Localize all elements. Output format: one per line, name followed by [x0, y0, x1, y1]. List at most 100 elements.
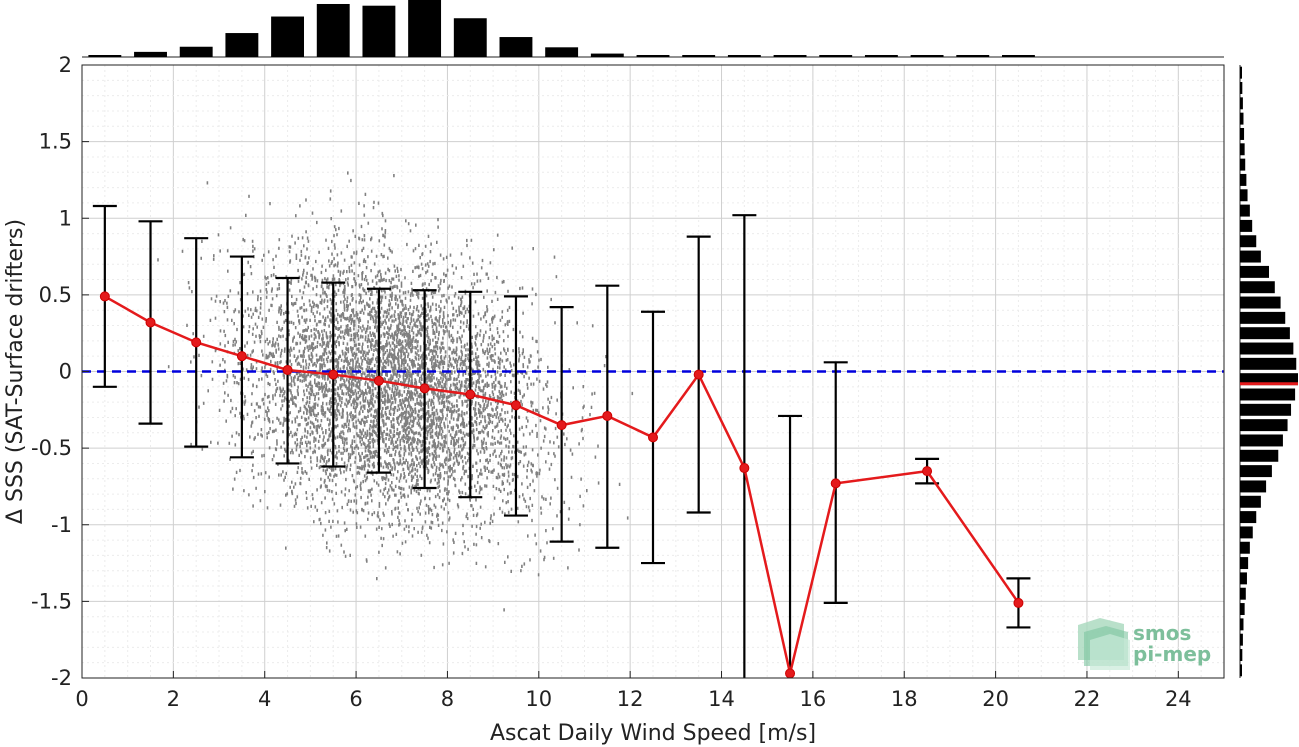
top-histogram-bar	[636, 55, 670, 57]
y-tick-label: -0.5	[31, 436, 72, 460]
y-tick-label: 1.5	[39, 130, 72, 154]
right-histogram-bar	[1240, 219, 1253, 232]
mean-point	[282, 364, 293, 375]
right-histogram-bar	[1240, 541, 1250, 554]
top-histogram-bar	[316, 3, 350, 57]
right-histogram-bar	[1240, 204, 1250, 217]
right-histogram-bar	[1240, 97, 1243, 110]
right-histogram	[1239, 65, 1298, 678]
mean-point	[191, 337, 202, 348]
right-histogram-bar	[1240, 557, 1249, 570]
mean-point	[145, 317, 156, 328]
x-tick-label: 24	[1165, 687, 1192, 711]
mean-point	[465, 389, 476, 400]
right-histogram-bar	[1240, 235, 1257, 248]
right-histogram-bar	[1240, 296, 1281, 309]
right-histogram-bar	[1240, 649, 1243, 661]
right-histogram-bar	[1240, 664, 1242, 677]
right-histogram-bar	[1240, 526, 1253, 539]
smos-pimep-logo: smos pi-mep	[1078, 618, 1211, 670]
top-histogram-bar	[453, 18, 487, 58]
x-tick-label: 14	[708, 687, 735, 711]
top-histogram-bar	[1001, 55, 1035, 57]
right-histogram-bar	[1240, 449, 1279, 462]
mean-bias-points	[99, 291, 1024, 679]
right-histogram-bar	[1240, 143, 1245, 156]
top-histogram-bar	[545, 47, 579, 57]
mean-point	[419, 383, 430, 394]
right-histogram-bar	[1240, 173, 1247, 186]
mean-point	[510, 400, 521, 411]
right-histogram-bar	[1240, 250, 1261, 263]
top-histogram-bar	[727, 55, 761, 57]
mean-point	[556, 420, 567, 431]
right-histogram-bar	[1240, 311, 1286, 324]
y-tick-label: 0.5	[39, 283, 72, 307]
y-axis-ticks: -2 -1.5 -1 -0.5 0 0.5 1 1.5 2	[31, 53, 89, 690]
y-tick-label: -1	[51, 513, 72, 537]
x-tick-label: 12	[617, 687, 644, 711]
x-tick-label: 16	[800, 687, 827, 711]
right-histogram-bar	[1240, 112, 1244, 125]
top-histogram-bar	[179, 46, 213, 57]
top-histogram-bar	[682, 55, 716, 57]
x-tick-label: 8	[441, 687, 454, 711]
top-histogram-bar	[819, 55, 853, 57]
right-histogram-bar	[1240, 189, 1248, 202]
right-histogram-bar	[1240, 511, 1257, 524]
right-histogram-bar	[1240, 327, 1290, 340]
right-histogram-bar	[1240, 357, 1297, 370]
top-histogram-bar	[499, 37, 533, 57]
top-histogram-bar	[408, 0, 442, 57]
scatter-cloud	[157, 171, 634, 612]
y-tick-label: -1.5	[31, 589, 72, 613]
right-histogram-bar	[1240, 373, 1298, 386]
mean-point	[785, 668, 796, 679]
y-tick-label: 2	[59, 53, 72, 77]
logo-text-pimep: pi-mep	[1133, 642, 1211, 666]
logo-mark-icon	[1078, 618, 1130, 670]
right-histogram-bar	[1240, 66, 1242, 79]
y-tick-label: 1	[59, 206, 72, 230]
mean-point	[99, 291, 110, 302]
main-plot-area	[81, 64, 1225, 679]
y-tick-label: 0	[59, 360, 72, 384]
right-histogram-bar	[1240, 281, 1275, 294]
top-histogram-bar	[362, 5, 396, 57]
right-histogram-bar	[1240, 403, 1292, 416]
top-histogram-bar	[956, 55, 990, 57]
right-histogram-bar	[1240, 572, 1247, 585]
top-histogram-bar	[773, 55, 807, 57]
right-histogram-bar	[1240, 265, 1269, 278]
x-tick-label: 22	[1074, 687, 1101, 711]
right-histogram-bar	[1240, 127, 1245, 140]
y-tick-label: -2	[51, 666, 72, 690]
scatter-points	[157, 171, 634, 612]
right-histogram-bar	[1240, 434, 1283, 447]
right-histogram-bar	[1240, 618, 1244, 631]
mean-point	[236, 351, 247, 362]
top-histogram-bar	[271, 16, 305, 58]
top-histogram-bar	[590, 53, 624, 57]
mean-point	[328, 369, 339, 380]
mean-point	[739, 463, 750, 474]
top-histogram-bar	[910, 55, 944, 57]
right-histogram-bar	[1240, 158, 1246, 171]
right-histogram-bar	[1240, 82, 1243, 94]
top-histogram	[82, 0, 1224, 58]
mean-point	[602, 410, 613, 421]
top-histogram-bar	[864, 55, 898, 57]
mean-point	[1013, 597, 1024, 608]
mean-point	[693, 369, 704, 380]
x-tick-label: 4	[258, 687, 271, 711]
top-histogram-bar	[225, 33, 259, 57]
right-histogram-bar	[1240, 342, 1294, 355]
right-histogram-bar	[1240, 419, 1288, 432]
x-tick-label: 20	[982, 687, 1009, 711]
x-tick-label: 18	[891, 687, 918, 711]
x-tick-label: 10	[525, 687, 552, 711]
x-tick-label: 6	[349, 687, 362, 711]
top-histogram-bar	[134, 51, 167, 57]
x-axis-title: Ascat Daily Wind Speed [m/s]	[490, 721, 816, 746]
